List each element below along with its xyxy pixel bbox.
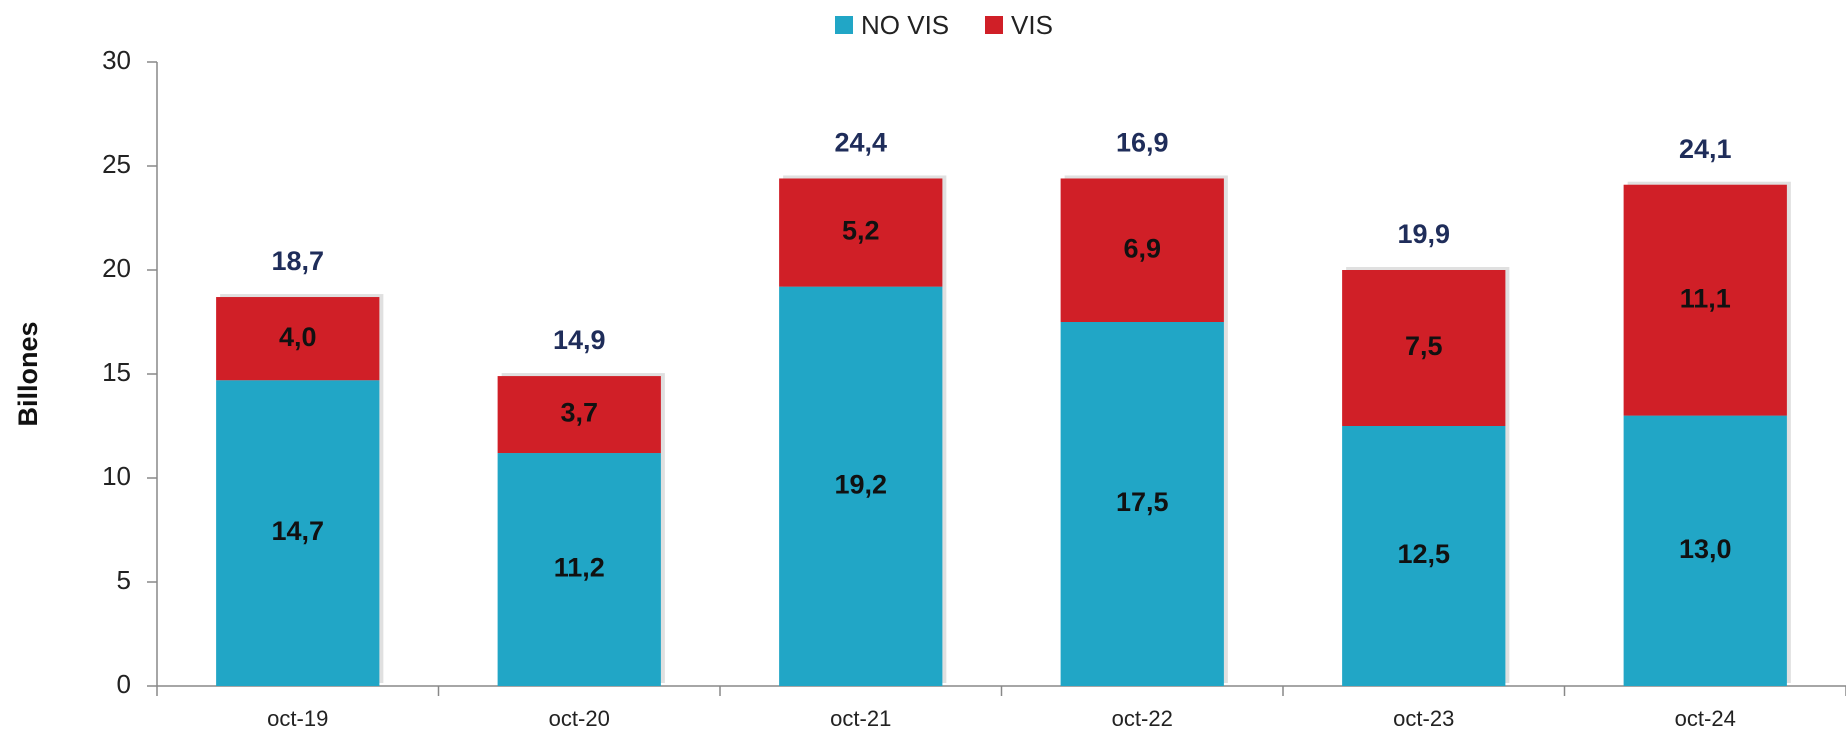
y-tick-label: 25 (102, 149, 131, 179)
x-tick-label: oct-23 (1393, 706, 1454, 731)
x-tick-label: oct-19 (267, 706, 328, 731)
segment-label: 14,7 (271, 516, 324, 546)
bar-segment (216, 380, 380, 686)
legend-swatch (985, 16, 1003, 34)
total-label: 18,7 (271, 246, 324, 276)
y-tick-label: 5 (117, 565, 131, 595)
y-tick-label: 20 (102, 253, 131, 283)
segment-label: 6,9 (1123, 233, 1161, 263)
x-tick-label: oct-20 (549, 706, 610, 731)
x-tick-label: oct-21 (830, 706, 891, 731)
bar-segment (1342, 270, 1506, 426)
segment-label: 7,5 (1405, 331, 1443, 361)
legend-label: VIS (1011, 10, 1053, 40)
bar-segment (779, 286, 943, 686)
total-label: 24,1 (1679, 134, 1732, 164)
legend-label: NO VIS (861, 10, 949, 40)
total-label: 14,9 (553, 325, 606, 355)
bar-segment (216, 297, 380, 381)
bar-segment (497, 376, 661, 454)
segment-label: 5,2 (842, 216, 880, 246)
x-tick-label: oct-24 (1675, 706, 1736, 731)
y-tick-label: 10 (102, 461, 131, 491)
y-tick-label: 0 (117, 669, 131, 699)
bar-segment (1623, 184, 1787, 416)
bar-segment (1060, 178, 1224, 322)
segment-label: 3,7 (560, 398, 598, 428)
bar-segment (779, 178, 943, 287)
segment-label: 11,1 (1680, 283, 1731, 313)
segment-label: 19,2 (834, 469, 887, 499)
total-label: 24,4 (834, 128, 887, 158)
bar-segment (497, 453, 661, 686)
segment-label: 12,5 (1397, 539, 1450, 569)
segment-label: 4,0 (279, 322, 317, 352)
bar-segment (1060, 322, 1224, 686)
total-label: 19,9 (1397, 219, 1450, 249)
segment-label: 13,0 (1679, 534, 1732, 564)
bar-segment (1342, 426, 1506, 686)
segment-label: 11,2 (554, 553, 605, 583)
y-axis-title: Billones (13, 321, 43, 426)
legend-swatch (835, 16, 853, 34)
x-tick-label: oct-22 (1112, 706, 1173, 731)
total-label: 16,9 (1116, 128, 1169, 158)
y-tick-label: 30 (102, 45, 131, 75)
bar-segment (1623, 415, 1787, 686)
segment-label: 17,5 (1116, 487, 1169, 517)
y-tick-label: 15 (102, 357, 131, 387)
